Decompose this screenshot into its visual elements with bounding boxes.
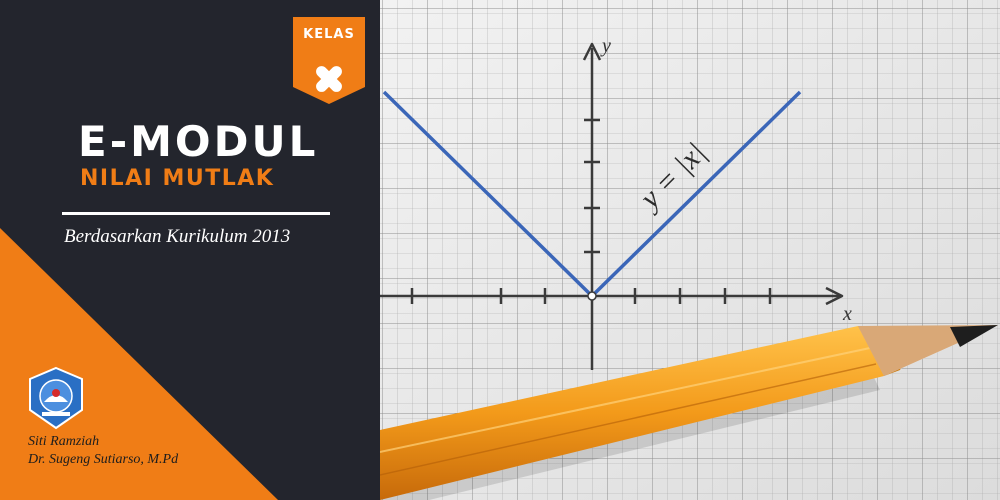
page-title: E-MODUL	[78, 117, 319, 166]
x-mark-icon	[316, 66, 342, 92]
pencil-illustration	[380, 325, 998, 500]
origin-point	[587, 291, 597, 301]
author-name: Dr. Sugeng Sutiarso, M.Pd	[28, 452, 179, 467]
kelas-label: KELAS	[303, 27, 355, 42]
y-axis	[582, 42, 602, 370]
author-name: Siti Ramziah	[28, 434, 100, 449]
orange-corner-shape	[0, 228, 278, 500]
x-axis-label: x	[842, 303, 852, 325]
school-emblem-icon	[29, 366, 83, 430]
y-axis-label: y	[600, 35, 611, 57]
author-list: Siti Ramziah Dr. Sugeng Sutiarso, M.Pd	[28, 433, 178, 469]
graph-illustration: x y y = |x|	[380, 0, 1000, 500]
x-axis	[380, 286, 844, 306]
curriculum-text: Berdasarkan Kurikulum 2013	[64, 226, 291, 247]
kelas-badge	[293, 17, 365, 104]
page-subtitle: NILAI MUTLAK	[80, 166, 275, 191]
title-divider	[62, 212, 330, 215]
